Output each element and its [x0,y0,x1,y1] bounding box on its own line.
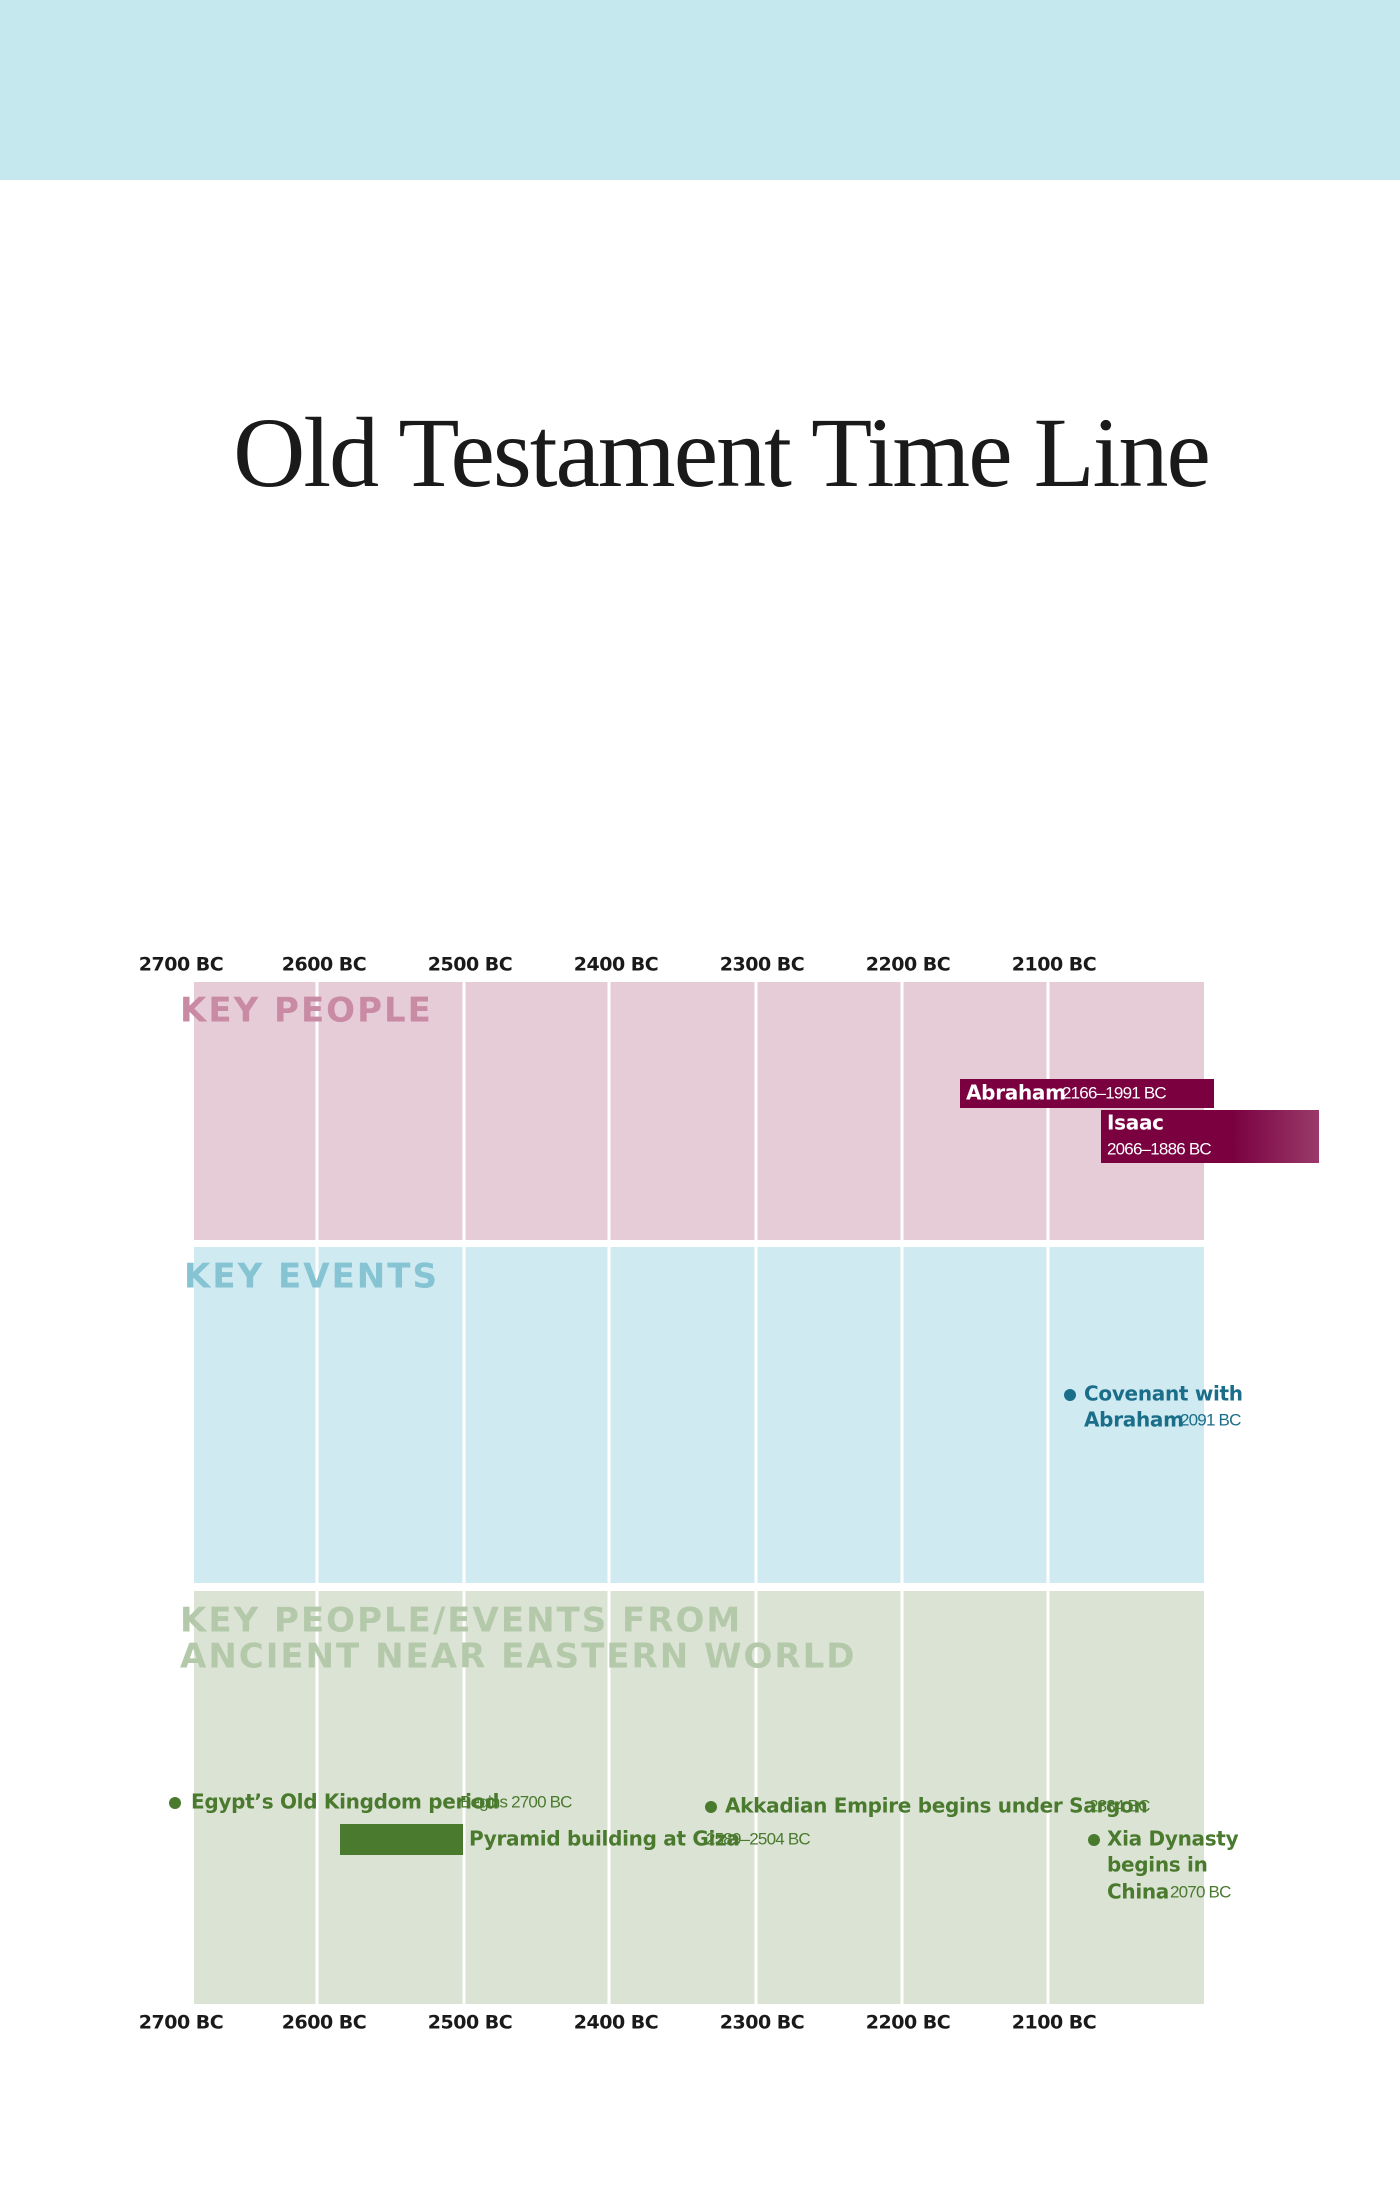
tick-label: 2300 BC [720,954,804,976]
tick-label: 2700 BC [139,2012,223,2034]
person-bar [1101,1110,1319,1163]
event-label: Abraham [1084,1408,1184,1432]
event-dot [169,1797,181,1809]
tick-label: 2300 BC [720,2012,804,2034]
section-heading: ANCIENT NEAR EASTERN WORLD [180,1637,856,1677]
tick-label: 2200 BC [866,954,950,976]
event-dates: 2091 BC [1180,1410,1241,1429]
event-dot [1088,1834,1100,1846]
tick-label: 2500 BC [428,2012,512,2034]
tick-label: 2400 BC [574,2012,658,2034]
person-dates: 2166–1991 BC [1062,1083,1166,1102]
events-band [194,1247,1204,1583]
tick-label: 2100 BC [1012,954,1096,976]
period-bar [340,1824,463,1855]
event-dot [705,1801,717,1813]
event-dates: 2334 BC [1089,1796,1150,1815]
world-band [194,1591,1204,2004]
event-dates: 2070 BC [1170,1882,1231,1901]
page-title: Old Testament Time Line [233,397,1209,508]
person-bar [960,1079,1214,1108]
event-label: Covenant with [1084,1382,1243,1406]
person-label: Abraham [966,1081,1066,1105]
top-axis: 2700 BC 2600 BC 2500 BC 2400 BC 2300 BC … [139,954,1097,976]
grid [169,982,1050,2004]
event-dates: 2589–2504 BC [706,1829,810,1848]
event-label: Xia Dynasty [1107,1827,1239,1851]
event-label: Akkadian Empire begins under Sargon [725,1794,1147,1818]
top-banner [0,0,1400,180]
person-dates: 2066–1886 BC [1107,1139,1211,1158]
person-label: Isaac [1107,1111,1164,1135]
event-dates: Begins 2700 BC [460,1792,572,1811]
section-heading: KEY EVENTS [184,1257,439,1297]
tick-label: 2600 BC [282,954,366,976]
event-dot [1064,1389,1076,1401]
section-heading: KEY PEOPLE/EVENTS FROM [180,1601,742,1641]
tick-label: 2200 BC [866,2012,950,2034]
event-label: Pyramid building at Giza [469,1827,740,1851]
section-heading: KEY PEOPLE [180,991,433,1031]
tick-label: 2400 BC [574,954,658,976]
event-label: begins in [1107,1853,1208,1877]
tick-label: 2700 BC [139,954,223,976]
people-band [194,982,1204,1240]
event-label: China [1107,1880,1169,1904]
bottom-axis: 2700 BC 2600 BC 2500 BC 2400 BC 2300 BC … [139,2012,1097,2034]
tick-label: 2600 BC [282,2012,366,2034]
tick-label: 2100 BC [1012,2012,1096,2034]
tick-label: 2500 BC [428,954,512,976]
event-label: Egypt’s Old Kingdom period [191,1790,499,1814]
